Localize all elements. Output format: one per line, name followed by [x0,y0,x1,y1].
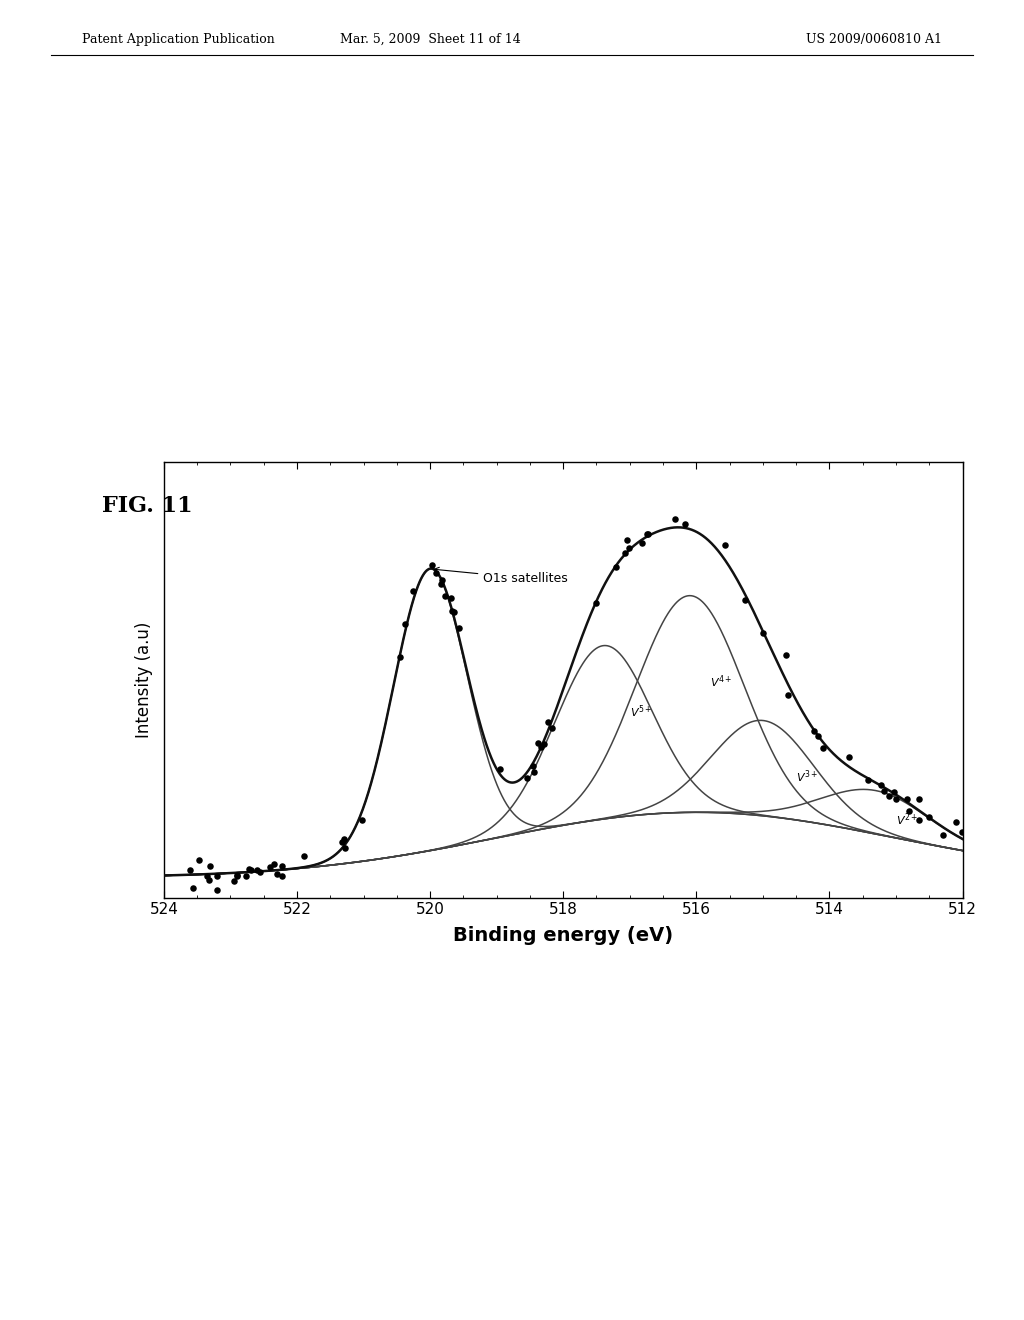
Point [451,618,467,639]
Point [737,590,754,611]
Point [432,573,449,594]
Point [532,737,549,758]
Point [881,785,897,807]
Point [953,821,970,842]
Point [334,832,350,853]
Point [877,780,893,801]
Point [391,647,408,668]
Point [243,859,259,880]
Point [634,532,650,553]
Point [296,846,312,867]
Point [860,770,877,791]
Point [519,767,536,788]
Point [182,859,199,880]
Point [202,855,218,876]
Point [228,865,245,886]
Point [424,554,440,576]
Point [667,508,683,529]
Point [901,800,918,821]
Point [404,579,421,601]
Point [886,781,902,803]
Point [588,593,604,614]
Point [947,812,964,833]
Point [209,865,225,886]
Text: O1s satellites: O1s satellites [434,568,568,585]
Point [201,870,217,891]
Point [273,855,290,876]
Point [209,879,225,900]
Point [225,870,242,891]
Point [621,537,637,558]
Point [898,788,914,809]
Point [888,789,904,810]
Point [265,853,282,874]
Point [607,557,624,578]
Point [921,807,937,828]
Point [677,513,693,535]
Text: $V^{4+}$: $V^{4+}$ [710,673,732,690]
Point [199,866,215,887]
Point [437,586,454,607]
Y-axis label: Intensity (a.u): Intensity (a.u) [135,622,153,738]
Point [640,523,656,544]
Point [841,747,857,768]
Point [396,612,413,634]
Point [806,721,822,742]
Point [353,809,370,830]
Point [228,866,245,887]
Text: Patent Application Publication: Patent Application Publication [82,33,274,46]
Text: FIG. 11: FIG. 11 [102,495,194,517]
Point [530,733,547,754]
Point [273,866,290,887]
Point [910,809,927,830]
Text: US 2009/0060810 A1: US 2009/0060810 A1 [806,33,942,46]
Text: $V^{5+}$: $V^{5+}$ [630,702,652,719]
Point [268,863,285,884]
Point [445,602,462,623]
Point [779,685,796,706]
Point [336,829,352,850]
Point [252,862,268,883]
Point [525,755,542,776]
Point [434,569,451,590]
Point [492,759,508,780]
Point [262,857,279,878]
Point [911,788,928,809]
Text: $V^{2+}$: $V^{2+}$ [896,812,919,829]
Text: $V^{3+}$: $V^{3+}$ [796,768,818,785]
Point [540,711,556,733]
Point [249,859,265,880]
Point [238,866,254,887]
Text: Mar. 5, 2009  Sheet 11 of 14: Mar. 5, 2009 Sheet 11 of 14 [340,33,520,46]
Point [184,878,201,899]
Point [442,587,459,609]
Point [444,601,461,622]
Point [544,718,560,739]
Point [755,622,771,643]
Point [616,543,633,564]
Point [526,762,543,783]
Point [935,825,951,846]
Point [190,850,207,871]
Point [639,524,655,545]
Point [337,838,353,859]
Point [872,775,889,796]
Point [428,562,444,583]
X-axis label: Binding energy (eV): Binding energy (eV) [454,925,673,945]
Point [536,734,552,755]
Point [810,725,826,746]
Point [618,529,635,550]
Point [717,535,733,556]
Point [814,738,830,759]
Point [778,644,795,665]
Point [241,859,257,880]
